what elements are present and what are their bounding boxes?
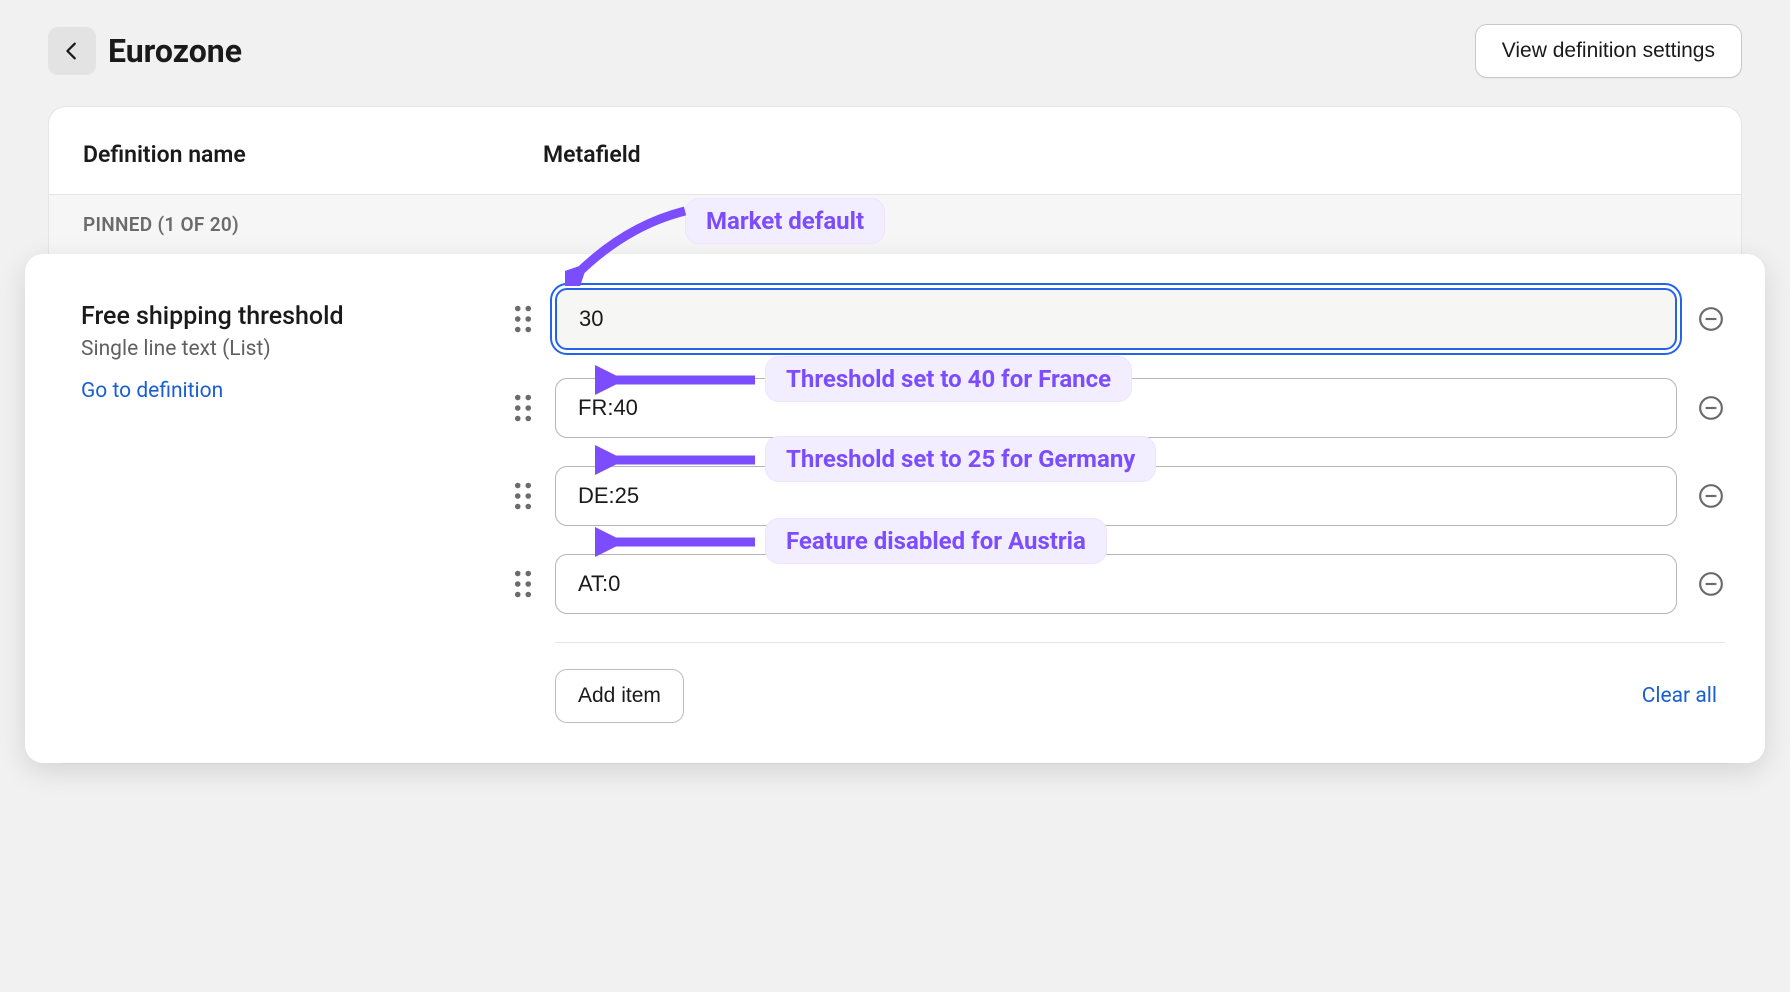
definition-name: Free shipping threshold — [81, 302, 511, 331]
remove-item-button[interactable] — [1697, 394, 1725, 422]
metafield-value-input[interactable] — [555, 466, 1677, 526]
go-to-definition-link[interactable]: Go to definition — [81, 379, 511, 403]
metafield-value-input[interactable] — [555, 288, 1677, 350]
list-footer: Add item Clear all — [555, 642, 1725, 723]
col-header-definition: Definition name — [83, 141, 543, 168]
col-header-metafield: Metafield — [543, 141, 1707, 168]
pinned-section-header: PINNED (1 OF 20) — [49, 195, 1741, 254]
metafield-value-input[interactable] — [555, 378, 1677, 438]
clear-all-link[interactable]: Clear all — [1642, 684, 1717, 708]
list-item — [511, 466, 1725, 526]
drag-handle-icon[interactable] — [511, 394, 535, 422]
definitions-card: Definition name Metafield PINNED (1 OF 2… — [48, 106, 1742, 764]
list-item — [511, 554, 1725, 614]
arrow-left-icon — [61, 40, 83, 62]
view-definition-settings-button[interactable]: View definition settings — [1475, 24, 1742, 78]
definition-type: Single line text (List) — [81, 337, 511, 361]
page-title: Eurozone — [108, 32, 242, 70]
add-item-button[interactable]: Add item — [555, 669, 684, 723]
remove-item-button[interactable] — [1697, 305, 1725, 333]
page-header: Eurozone View definition settings — [48, 24, 1742, 78]
definition-detail-panel: Free shipping threshold Single line text… — [25, 254, 1765, 763]
metafield-list: Add item Clear all Market default Thresh… — [511, 288, 1725, 723]
drag-handle-icon[interactable] — [511, 482, 535, 510]
remove-item-button[interactable] — [1697, 570, 1725, 598]
metafield-value-input[interactable] — [555, 554, 1677, 614]
drag-handle-icon[interactable] — [511, 570, 535, 598]
drag-handle-icon[interactable] — [511, 305, 535, 333]
back-button[interactable] — [48, 27, 96, 75]
list-item — [511, 288, 1725, 350]
list-item — [511, 378, 1725, 438]
remove-item-button[interactable] — [1697, 482, 1725, 510]
